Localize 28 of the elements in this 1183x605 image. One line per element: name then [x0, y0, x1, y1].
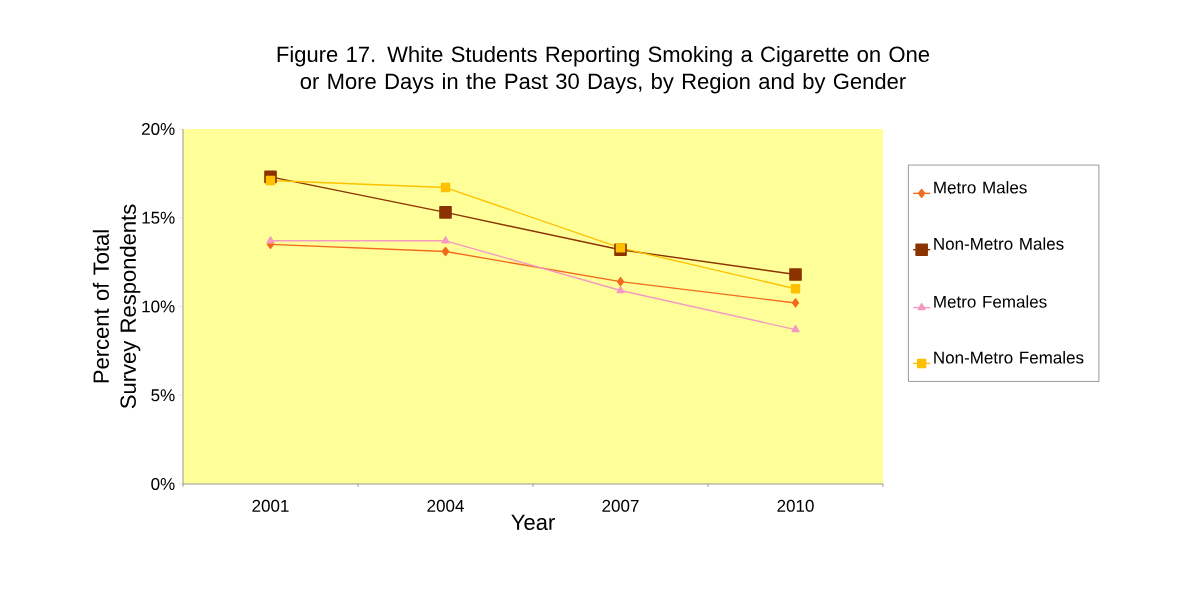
x-tick-label: 2007 [602, 499, 639, 512]
point [616, 285, 625, 294]
x-tick-label: 2001 [252, 499, 289, 512]
y-axis-title: Percent of Total Survey Respondents [92, 204, 141, 409]
x-tick-label: 2004 [427, 499, 464, 512]
point [440, 182, 451, 193]
point [789, 268, 802, 281]
point [265, 175, 276, 186]
y-tick-label: 10% [142, 300, 175, 313]
point [616, 276, 625, 287]
point [266, 236, 275, 244]
point [790, 284, 801, 294]
y-tick-label: 20% [142, 122, 175, 136]
point [791, 324, 800, 333]
y-tick-label: 0% [151, 477, 175, 491]
legend-label: Metro Females [934, 295, 1047, 308]
y-tick-label: 5% [151, 389, 175, 402]
point [439, 206, 452, 219]
x-tick-label: 2010 [777, 499, 814, 512]
point [441, 246, 450, 257]
chart-title: Figure 17. White Students Reporting Smoking a Cigarette on One or More Days in the Past 30 Days, by Region and by Gender [277, 45, 930, 94]
legend-label: Non-Metro Males [934, 237, 1064, 250]
x-axis-title: Year [511, 514, 555, 531]
legend-label: Non-Metro Females [934, 351, 1084, 364]
legend-label: Metro Males [934, 181, 1027, 194]
y-tick-label: 15% [142, 211, 175, 224]
point [791, 298, 800, 308]
point [441, 236, 450, 244]
